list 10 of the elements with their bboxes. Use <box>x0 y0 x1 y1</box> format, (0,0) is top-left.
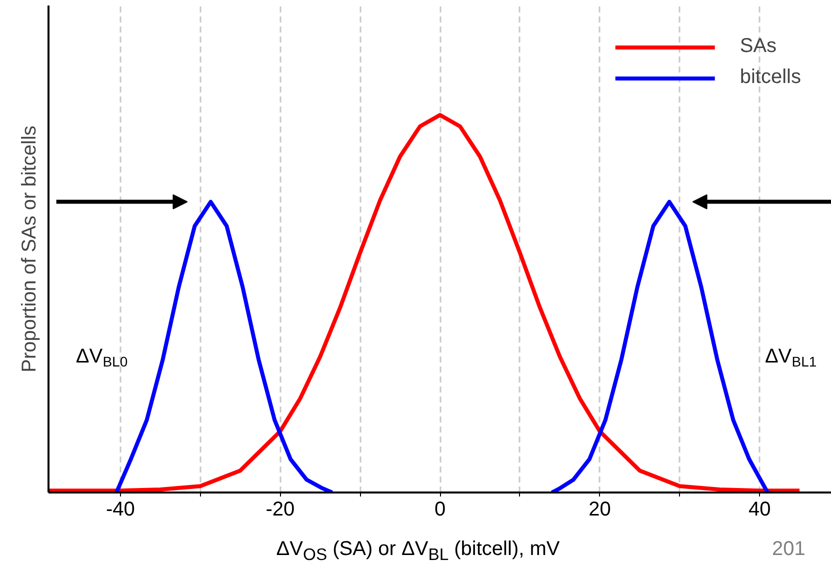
legend-label: SAs <box>740 35 777 58</box>
x-tick-label: 0 <box>434 498 446 520</box>
x-tick-label: -40 <box>106 498 135 520</box>
text: 201 <box>772 537 806 562</box>
x-tick-label: 20 <box>588 498 611 520</box>
x-tick-label: -20 <box>266 498 295 520</box>
x-tick-label: 40 <box>748 498 771 520</box>
x-axis-title: ΔV$_{OS}$ (SA) or ΔV$_{BL}$ (bitcell), mV <box>276 538 560 564</box>
legend-label: bitcells <box>740 66 801 89</box>
y-axis-title: Proportion of SAs or bitcells <box>18 126 40 372</box>
